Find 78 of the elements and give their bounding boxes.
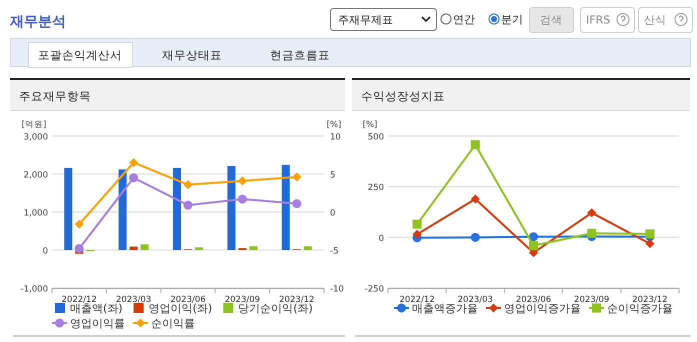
legend-label: 순이익률 bbox=[151, 317, 195, 330]
bar bbox=[195, 247, 203, 250]
text: 연간 bbox=[453, 13, 475, 26]
y2-axis-title: [%] bbox=[326, 120, 342, 130]
x-tick-label: 2023/09 bbox=[574, 295, 610, 305]
bar bbox=[304, 246, 312, 250]
point bbox=[470, 140, 480, 150]
text: 분기 bbox=[501, 13, 523, 26]
x-tick-label: 2023/03 bbox=[116, 295, 152, 305]
chart-title: 수익성장성지표 bbox=[361, 89, 445, 103]
y-tick-label: 3,000 bbox=[24, 132, 48, 142]
x-tick-label: 2023/09 bbox=[224, 295, 260, 305]
y2-tick-label: 0 bbox=[330, 208, 336, 218]
x-tick-label: 2023/03 bbox=[458, 295, 493, 305]
bar bbox=[130, 246, 138, 250]
legend-label: 영업이익(좌) bbox=[148, 302, 212, 315]
y-axis-title: [%] bbox=[362, 120, 378, 130]
legend-label: 영업이익률 bbox=[70, 317, 125, 330]
point bbox=[184, 180, 192, 190]
point bbox=[412, 230, 422, 239]
point bbox=[74, 244, 84, 253]
y-tick-label: -1,000 bbox=[20, 284, 48, 294]
legend-label: 당기순이익(좌) bbox=[238, 302, 313, 315]
bar bbox=[227, 166, 236, 250]
y2-tick-label: 10 bbox=[330, 132, 341, 142]
bar bbox=[140, 244, 149, 250]
text: 현금흐름표 bbox=[270, 48, 330, 62]
point bbox=[184, 200, 192, 210]
bar bbox=[173, 168, 181, 250]
x-tick-label: 2023/06 bbox=[516, 295, 552, 305]
point bbox=[129, 173, 138, 182]
y-tick-label: 0 bbox=[378, 234, 384, 244]
text: 검색 bbox=[540, 14, 562, 26]
point bbox=[292, 172, 302, 182]
point bbox=[238, 194, 247, 204]
point bbox=[529, 241, 538, 250]
text: 포괄손익계산서 bbox=[38, 48, 122, 62]
x-tick-label: 2022/12 bbox=[399, 295, 435, 305]
y-tick-label: 250 bbox=[368, 183, 384, 194]
point bbox=[587, 228, 596, 238]
text: IFRS bbox=[586, 14, 610, 26]
bar bbox=[118, 169, 127, 250]
y-tick-label: 2,000 bbox=[24, 170, 48, 180]
legend-label: 영업이익증가율 bbox=[504, 302, 581, 315]
bar bbox=[282, 164, 290, 250]
y2-tick-label: 5 bbox=[330, 170, 336, 180]
legend-label: 순이익증가율 bbox=[607, 302, 673, 315]
point bbox=[292, 199, 302, 208]
point bbox=[645, 229, 654, 238]
y2-tick-label: -5 bbox=[330, 246, 338, 256]
y2-tick-label: -10 bbox=[330, 284, 344, 294]
point bbox=[587, 208, 596, 218]
y-tick-label: 1,000 bbox=[24, 208, 48, 218]
point bbox=[412, 220, 422, 229]
point bbox=[529, 232, 538, 242]
chart-title: 주요재무항목 bbox=[19, 89, 91, 103]
legend-label: 매출액증가율 bbox=[412, 302, 478, 315]
x-tick-label: 2022/12 bbox=[62, 295, 97, 305]
y-tick-label: 500 bbox=[368, 132, 384, 142]
text: 재무상태표 bbox=[162, 48, 222, 62]
point bbox=[74, 220, 84, 229]
legend-label: 매출액(좌) bbox=[70, 302, 123, 315]
point bbox=[238, 176, 247, 186]
point bbox=[470, 194, 480, 204]
point bbox=[470, 232, 480, 242]
y-tick-label: -250 bbox=[364, 284, 384, 294]
y-axis-title: [억원] bbox=[22, 120, 46, 130]
text: 주재무제표 bbox=[338, 14, 393, 26]
x-tick-label: 2023/12 bbox=[632, 295, 668, 305]
point bbox=[645, 239, 654, 248]
bar bbox=[249, 246, 258, 250]
x-tick-label: 2023/06 bbox=[170, 295, 206, 305]
text: 재무분석 bbox=[9, 14, 66, 30]
bar bbox=[64, 168, 72, 250]
x-tick-label: 2023/12 bbox=[279, 295, 314, 305]
y-tick-label: 0 bbox=[42, 246, 48, 256]
text: 산식 bbox=[644, 14, 666, 26]
point bbox=[129, 158, 138, 168]
